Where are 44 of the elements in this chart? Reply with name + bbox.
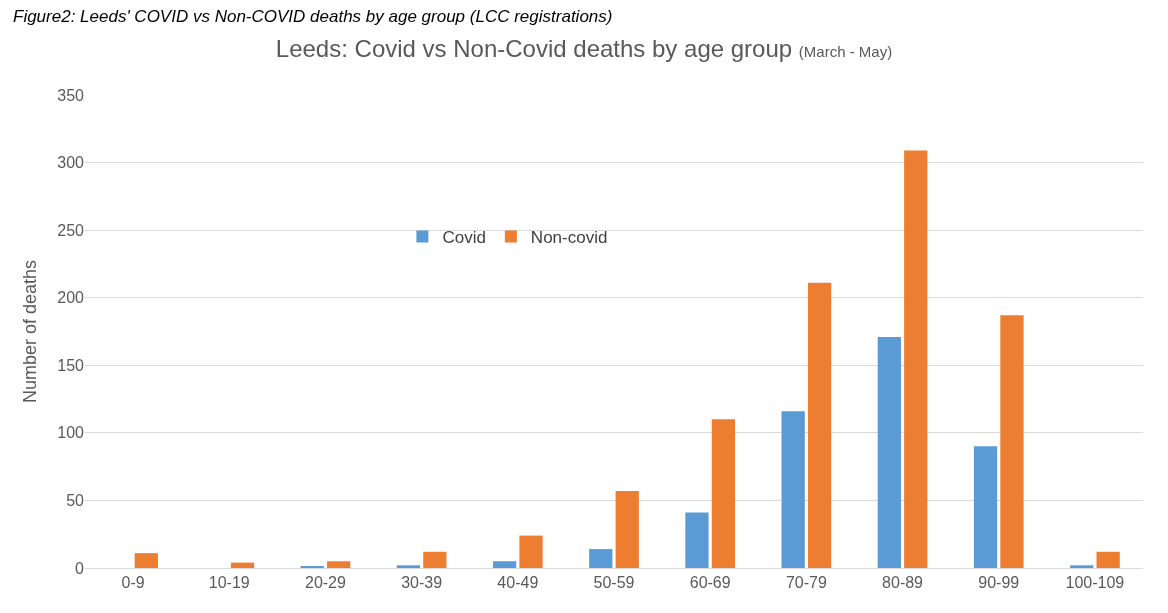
chart-subtitle: (March - May) <box>798 42 893 60</box>
x-tick-label: 100-109 <box>1065 574 1125 592</box>
x-tick-label: 20-29 <box>304 574 347 592</box>
bar <box>1070 565 1094 568</box>
x-tick-label: 90-99 <box>978 574 1020 592</box>
x-tick-label: 60-69 <box>689 574 731 592</box>
x-tick-label: 30-39 <box>401 574 443 592</box>
bar <box>134 553 158 568</box>
x-tick-label: 80-89 <box>882 574 924 592</box>
y-axis-title: Number of deaths <box>20 259 41 404</box>
x-tick-label: 70-79 <box>785 574 827 592</box>
y-tick-label: 300 <box>57 154 85 172</box>
bar <box>396 565 421 568</box>
bar <box>711 419 736 568</box>
y-tick-label: 100 <box>57 424 85 442</box>
bar <box>781 411 805 568</box>
bar <box>230 562 255 568</box>
bar <box>615 490 639 568</box>
bar <box>492 561 517 568</box>
chart-title: Leeds: Covid vs Non-Covid deaths by age group <box>275 34 793 62</box>
bar <box>685 512 709 568</box>
bar <box>877 336 901 568</box>
x-tick-label: 10-19 <box>208 574 250 592</box>
bar <box>807 282 832 568</box>
bar <box>1096 551 1120 568</box>
y-tick-label: 200 <box>57 289 85 307</box>
y-tick-label: 150 <box>57 356 85 374</box>
y-tick-label: 0 <box>75 559 85 577</box>
y-tick-label: 50 <box>66 492 85 510</box>
y-tick-label: 250 <box>57 221 85 239</box>
y-tick-label: 350 <box>57 86 85 104</box>
bar <box>519 535 543 568</box>
x-tick-label: 0-9 <box>121 574 145 592</box>
bar <box>589 549 613 568</box>
caption: Figure2: Leeds' COVID vs Non-COVID deaths by age group (LCC registrations) <box>13 7 613 26</box>
x-tick-label: 50-59 <box>593 574 635 592</box>
legend-label: Non-covid <box>530 228 608 248</box>
bar <box>904 150 928 568</box>
bar <box>1000 315 1024 568</box>
bar <box>973 446 998 568</box>
x-tick-label: 40-49 <box>497 574 539 592</box>
legend-label: Covid <box>442 228 486 248</box>
bar <box>423 551 447 568</box>
bar <box>327 561 351 568</box>
